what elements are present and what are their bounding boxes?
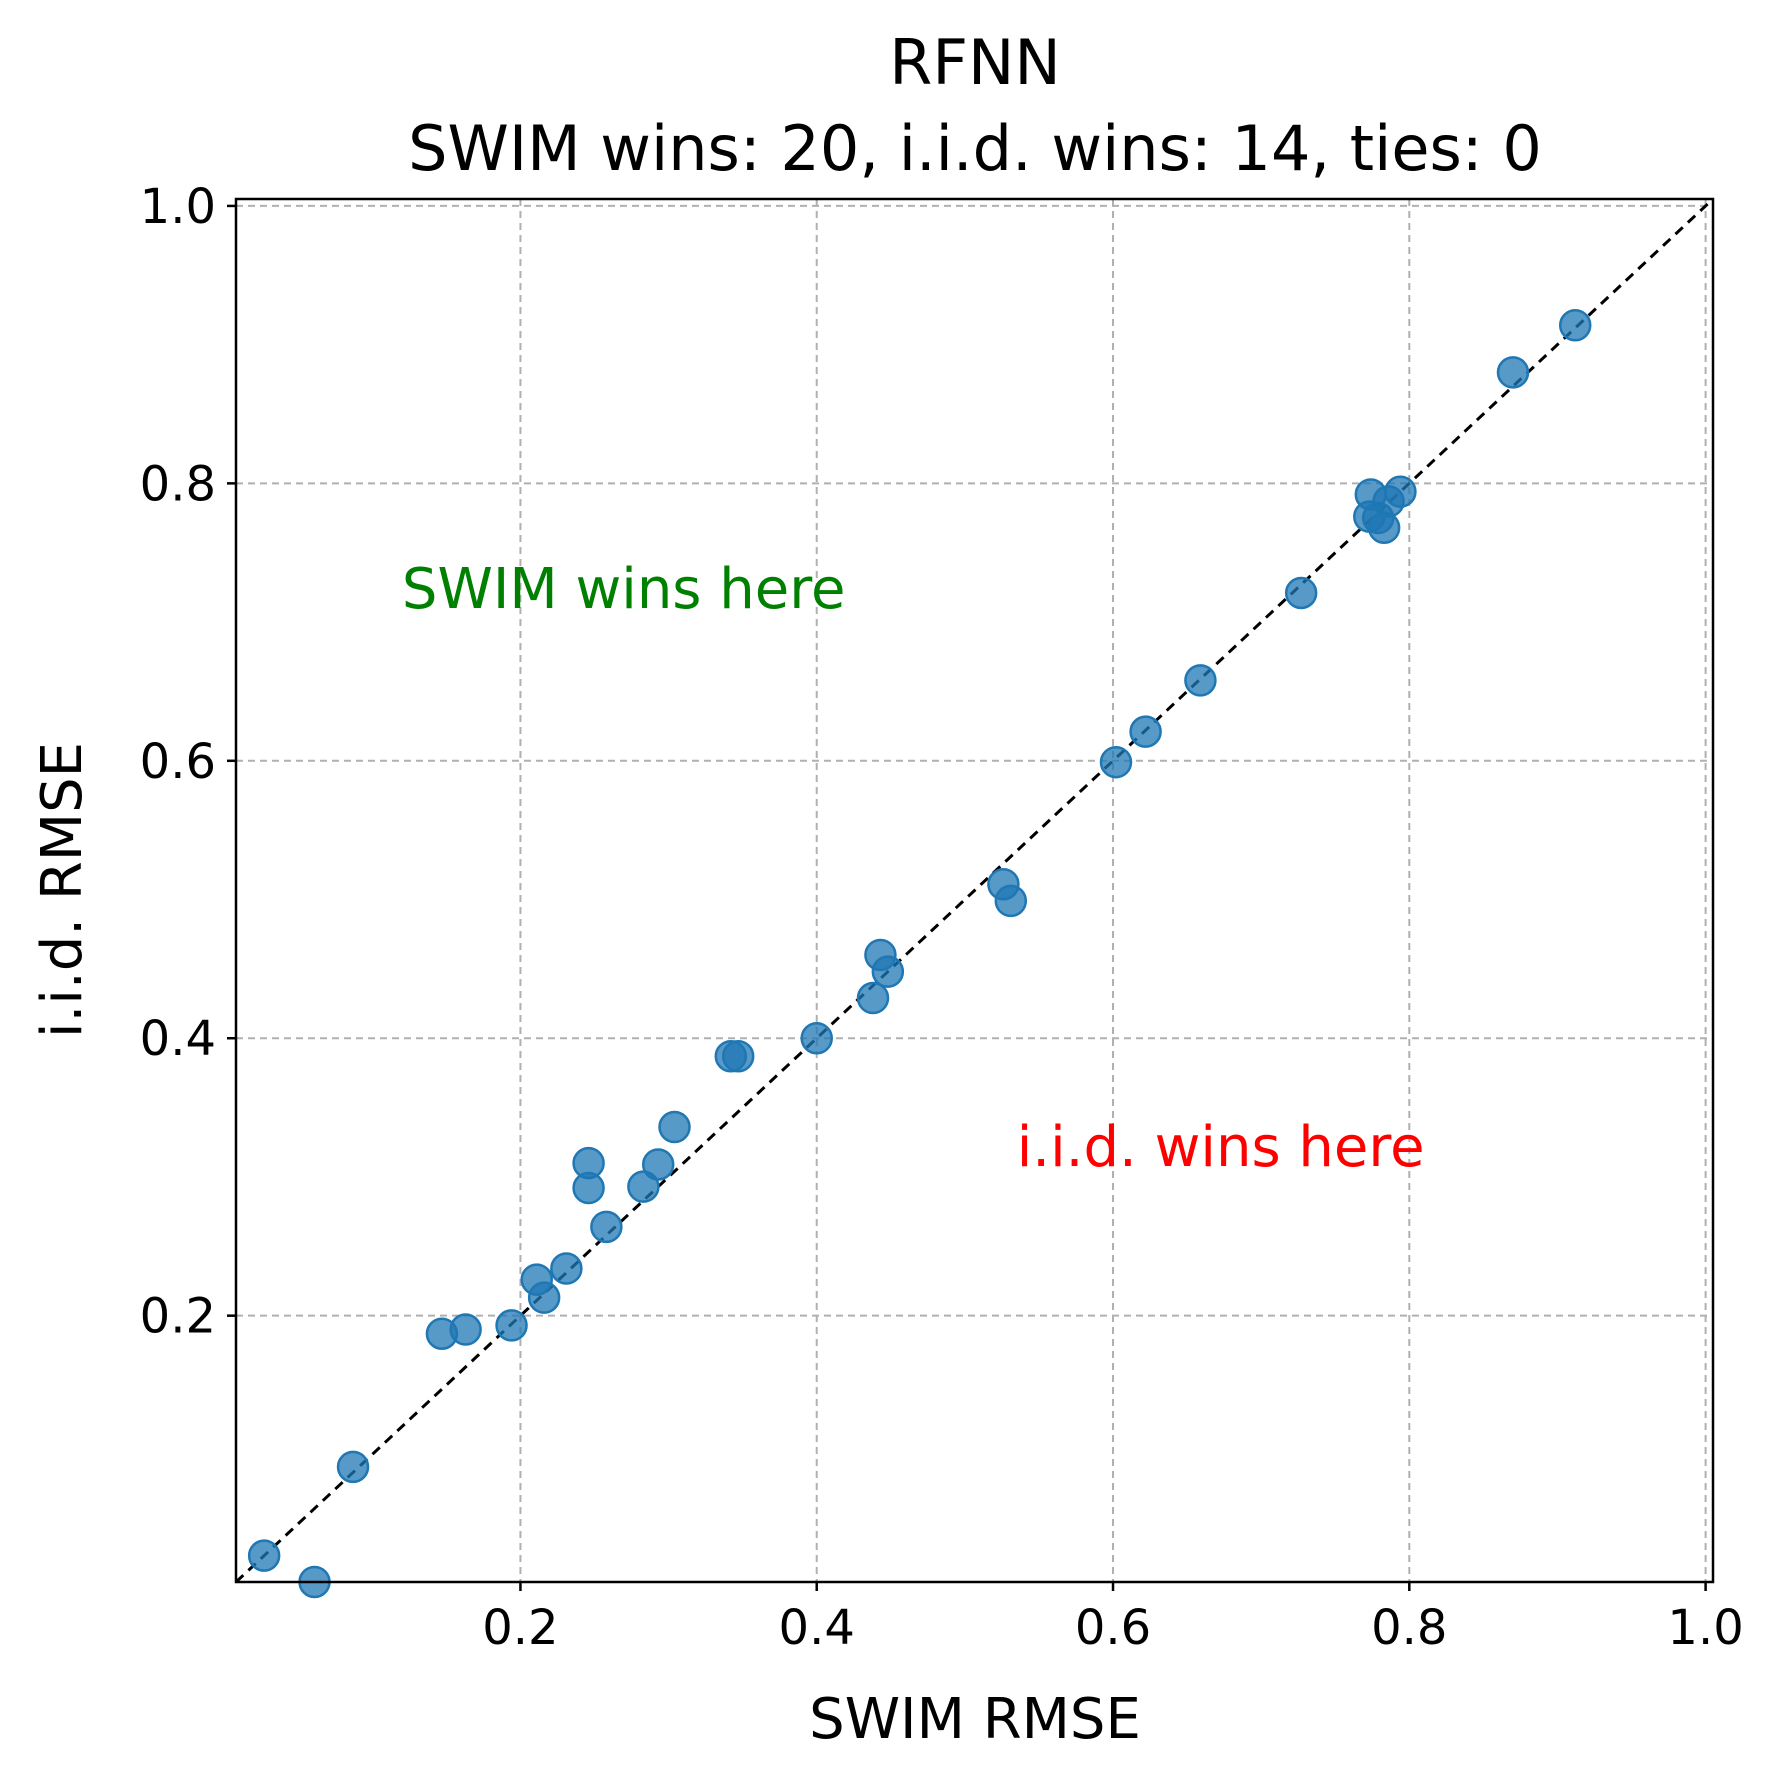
- x-axis-label: SWIM RMSE: [809, 1687, 1141, 1752]
- data-point-0: [247, 1539, 281, 1572]
- data-point-16: [721, 1040, 755, 1073]
- data-point-23: [1099, 745, 1133, 779]
- data-point-22: [994, 884, 1028, 918]
- data-point-8: [550, 1252, 583, 1285]
- grid-lines: [236, 199, 1713, 1582]
- y-tick-label-2: 0.6: [140, 734, 216, 790]
- annotation-0: SWIM wins here: [402, 557, 846, 622]
- data-point-11: [590, 1210, 623, 1244]
- y-axis-ticks: 0.2 0.4 0.6 0.8 1.0: [140, 179, 236, 1345]
- data-point-5: [495, 1309, 528, 1342]
- data-point-2: [336, 1450, 370, 1484]
- x-tick-label-4: 1.0: [1667, 1600, 1743, 1656]
- data-point-34: [1558, 308, 1592, 342]
- data-point-10: [572, 1171, 605, 1205]
- data-point-30: [1367, 511, 1401, 545]
- chart-subtitle: SWIM wins: 20, i.i.d. wins: 14, ties: 0: [408, 112, 1542, 185]
- data-point-33: [1496, 356, 1530, 389]
- identity-reference-line: [234, 197, 1715, 1584]
- data-point-12: [627, 1170, 660, 1203]
- annotations: SWIM wins here i.i.d. wins here: [402, 557, 1425, 1180]
- data-point-13: [641, 1148, 675, 1181]
- data-point-4: [449, 1313, 482, 1346]
- data-point-24: [1129, 715, 1162, 748]
- data-point-18: [856, 981, 890, 1015]
- annotation-1: i.i.d. wins here: [1017, 1115, 1425, 1180]
- y-tick-label-3: 0.8: [140, 456, 216, 512]
- chart-title: RFNN: [889, 26, 1061, 99]
- y-tick-label-4: 1.0: [140, 179, 216, 235]
- data-point-32: [1384, 475, 1417, 508]
- x-axis-ticks: 0.2 0.4 0.6 0.8 1.0: [482, 1582, 1744, 1656]
- data-points: [247, 308, 1592, 1599]
- x-tick-label-2: 0.6: [1075, 1600, 1151, 1656]
- data-point-25: [1184, 664, 1217, 697]
- data-point-20: [871, 955, 905, 988]
- x-tick-label-0: 0.2: [482, 1600, 558, 1656]
- y-tick-label-1: 0.4: [140, 1011, 216, 1067]
- x-tick-label-3: 0.8: [1371, 1600, 1447, 1656]
- y-axis-label: i.i.d. RMSE: [30, 742, 95, 1038]
- data-point-14: [658, 1110, 691, 1144]
- data-point-26: [1284, 576, 1318, 610]
- data-point-17: [800, 1021, 833, 1055]
- plot-frame: [234, 197, 1715, 1584]
- x-tick-label-1: 0.4: [779, 1600, 855, 1656]
- y-tick-label-0: 0.2: [140, 1289, 216, 1345]
- data-point-7: [527, 1281, 561, 1314]
